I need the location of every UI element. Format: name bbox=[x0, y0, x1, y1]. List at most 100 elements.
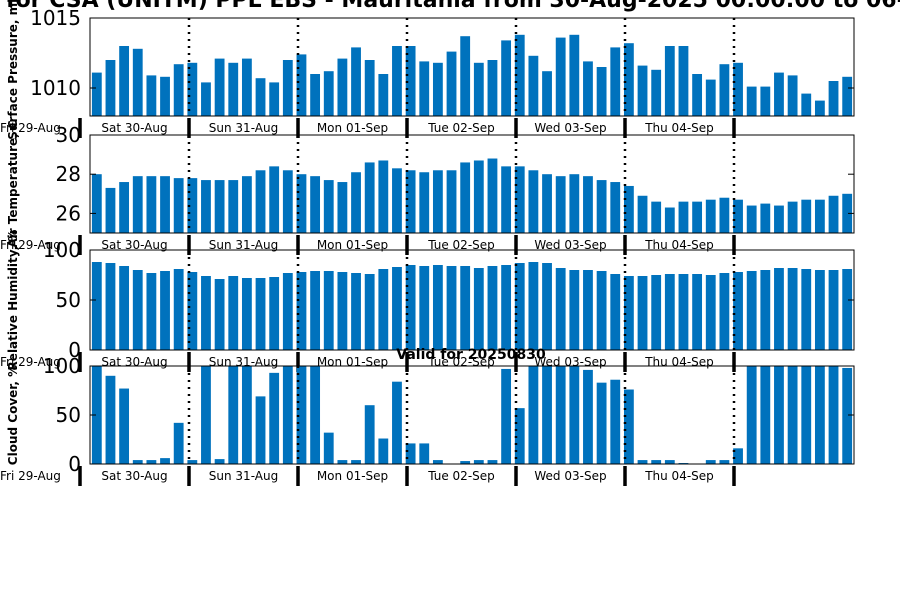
bar bbox=[514, 166, 525, 233]
bar bbox=[214, 180, 225, 233]
bar bbox=[623, 276, 634, 350]
bar bbox=[828, 270, 839, 350]
bar bbox=[692, 74, 703, 116]
day-label: Sat 30-Aug bbox=[101, 238, 167, 252]
bar bbox=[241, 366, 252, 464]
bar bbox=[91, 366, 102, 464]
bar bbox=[528, 366, 539, 464]
day-label: Sat 30-Aug bbox=[101, 121, 167, 135]
bar bbox=[555, 37, 566, 116]
y-tick-label: 50 bbox=[56, 288, 81, 312]
bar bbox=[337, 58, 348, 116]
bar bbox=[460, 461, 471, 464]
bar bbox=[105, 60, 116, 116]
panel-2: 0 50 100 Relative Humidity, % Sat 30-Aug Sun … bbox=[0, 230, 855, 372]
bar bbox=[91, 262, 102, 350]
bar bbox=[119, 182, 130, 233]
bar bbox=[651, 201, 662, 233]
bar bbox=[828, 81, 839, 116]
bar bbox=[419, 61, 430, 116]
bar bbox=[501, 166, 512, 233]
day-label: Thu 04-Sep bbox=[644, 238, 714, 252]
day-label: Tue 02-Sep bbox=[427, 469, 495, 483]
day-label: Mon 01-Sep bbox=[317, 355, 388, 369]
bar bbox=[610, 182, 621, 233]
y-tick-label: 50 bbox=[56, 403, 81, 427]
bar bbox=[432, 265, 443, 350]
bar bbox=[378, 160, 389, 233]
bar bbox=[814, 199, 825, 233]
bar bbox=[801, 269, 812, 350]
bar bbox=[733, 448, 743, 464]
bar bbox=[446, 51, 457, 116]
bar bbox=[364, 405, 375, 464]
bar bbox=[378, 269, 389, 350]
bar bbox=[446, 170, 457, 233]
bar bbox=[842, 367, 853, 464]
bar bbox=[542, 263, 552, 350]
bar bbox=[310, 271, 321, 350]
bar bbox=[460, 36, 471, 117]
bar bbox=[269, 372, 280, 464]
bar bbox=[132, 48, 143, 116]
bar bbox=[132, 176, 143, 233]
bar bbox=[473, 62, 484, 116]
bar bbox=[282, 366, 293, 464]
bar bbox=[119, 46, 130, 116]
bar bbox=[201, 82, 211, 116]
day-label: Thu 04-Sep bbox=[644, 355, 714, 369]
bar bbox=[91, 72, 102, 116]
y-tick-label: 0 bbox=[68, 452, 81, 476]
day-label: Mon 01-Sep bbox=[317, 469, 388, 483]
bar bbox=[432, 62, 443, 116]
bar bbox=[787, 366, 798, 464]
day-label: Sun 31-Aug bbox=[209, 238, 278, 252]
bar bbox=[146, 176, 157, 233]
bar bbox=[583, 369, 593, 464]
bar bbox=[719, 273, 730, 350]
y-axis-label: Air Temperature, C bbox=[6, 120, 20, 248]
bar bbox=[146, 273, 157, 350]
bar bbox=[664, 460, 675, 464]
bar bbox=[201, 180, 211, 233]
bar bbox=[705, 79, 716, 116]
bar bbox=[487, 266, 498, 350]
bar bbox=[787, 268, 798, 350]
y-axis-label: Cloud Cover, % bbox=[6, 365, 20, 465]
bar bbox=[323, 71, 334, 116]
bar bbox=[596, 271, 607, 350]
bar bbox=[678, 201, 689, 233]
bar bbox=[514, 34, 525, 116]
bar bbox=[241, 176, 252, 233]
bar bbox=[664, 274, 675, 350]
bar bbox=[214, 459, 225, 464]
bar bbox=[269, 277, 280, 350]
day-label: Wed 03-Sep bbox=[534, 238, 606, 252]
bar bbox=[705, 460, 716, 464]
panel-1: 26 28 30 Air Temperature, C Sat 30-Aug Sun 31… bbox=[0, 120, 855, 255]
y-tick-label: 100 bbox=[43, 354, 81, 378]
bar bbox=[160, 458, 170, 464]
bar bbox=[514, 263, 525, 350]
bar bbox=[269, 166, 280, 233]
bar bbox=[105, 263, 116, 350]
bar bbox=[241, 58, 252, 116]
bar bbox=[733, 62, 743, 116]
bar bbox=[228, 366, 239, 464]
bar bbox=[596, 67, 607, 116]
bar bbox=[392, 267, 402, 350]
bar bbox=[705, 275, 716, 350]
day-label: Tue 02-Sep bbox=[427, 121, 495, 135]
bar bbox=[296, 366, 307, 464]
bar bbox=[774, 205, 784, 233]
bar bbox=[255, 396, 266, 464]
bar bbox=[473, 460, 484, 464]
bar bbox=[364, 162, 375, 233]
bar bbox=[392, 168, 402, 233]
panel-0: 1010 1015 Surface Pressure, mb Sat 30-Aug Su… bbox=[0, 0, 855, 140]
day-label: Sun 31-Aug bbox=[209, 469, 278, 483]
bar bbox=[296, 174, 307, 233]
bar bbox=[651, 460, 662, 464]
bar bbox=[623, 185, 634, 233]
